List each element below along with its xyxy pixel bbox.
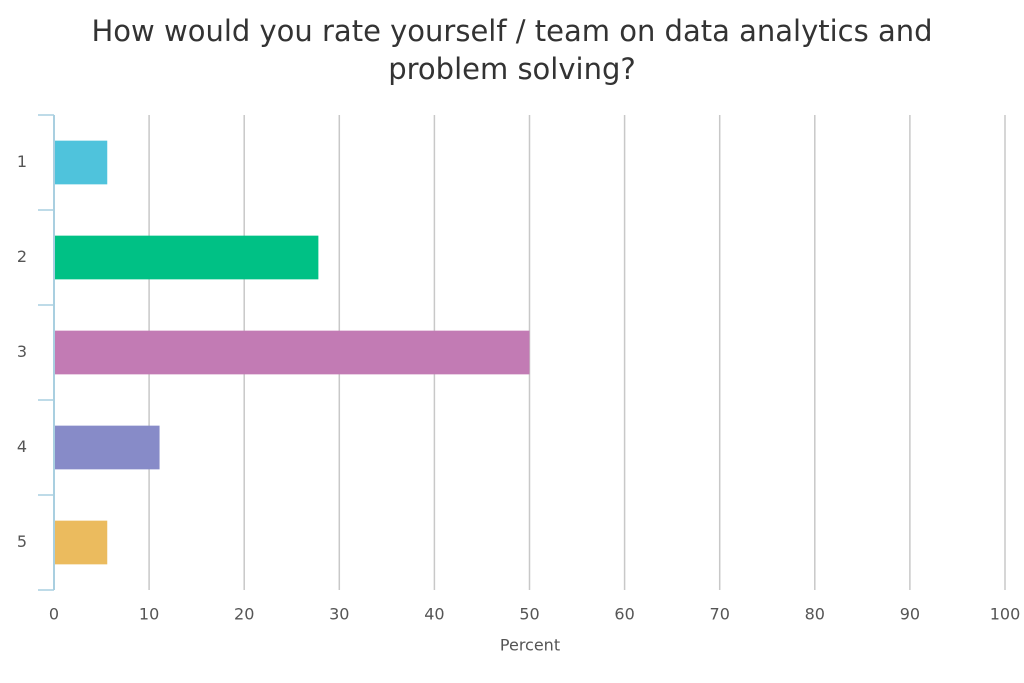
x-tick-label: 80 bbox=[805, 605, 825, 624]
y-tick-label: 4 bbox=[17, 437, 27, 456]
x-tick-label: 30 bbox=[329, 605, 349, 624]
y-tick-label: 2 bbox=[17, 247, 27, 266]
bar bbox=[54, 235, 319, 280]
y-tick-label: 3 bbox=[17, 342, 27, 361]
chart-title: How would you rate yourself / team on da… bbox=[91, 14, 933, 86]
x-tick-label: 90 bbox=[900, 605, 920, 624]
bar bbox=[54, 140, 108, 185]
bar bbox=[54, 520, 108, 565]
x-tick-label: 40 bbox=[424, 605, 444, 624]
bar bbox=[54, 330, 530, 375]
bar bbox=[54, 425, 160, 470]
x-tick-label: 50 bbox=[519, 605, 539, 624]
x-tick-label: 60 bbox=[614, 605, 634, 624]
x-tick-label: 0 bbox=[49, 605, 59, 624]
x-tick-label: 100 bbox=[990, 605, 1021, 624]
y-tick-label: 5 bbox=[17, 532, 27, 551]
x-tick-label: 70 bbox=[710, 605, 730, 624]
x-axis-label: Percent bbox=[500, 636, 560, 655]
x-tick-label: 10 bbox=[139, 605, 159, 624]
y-tick-label: 1 bbox=[17, 152, 27, 171]
x-tick-label: 20 bbox=[234, 605, 254, 624]
